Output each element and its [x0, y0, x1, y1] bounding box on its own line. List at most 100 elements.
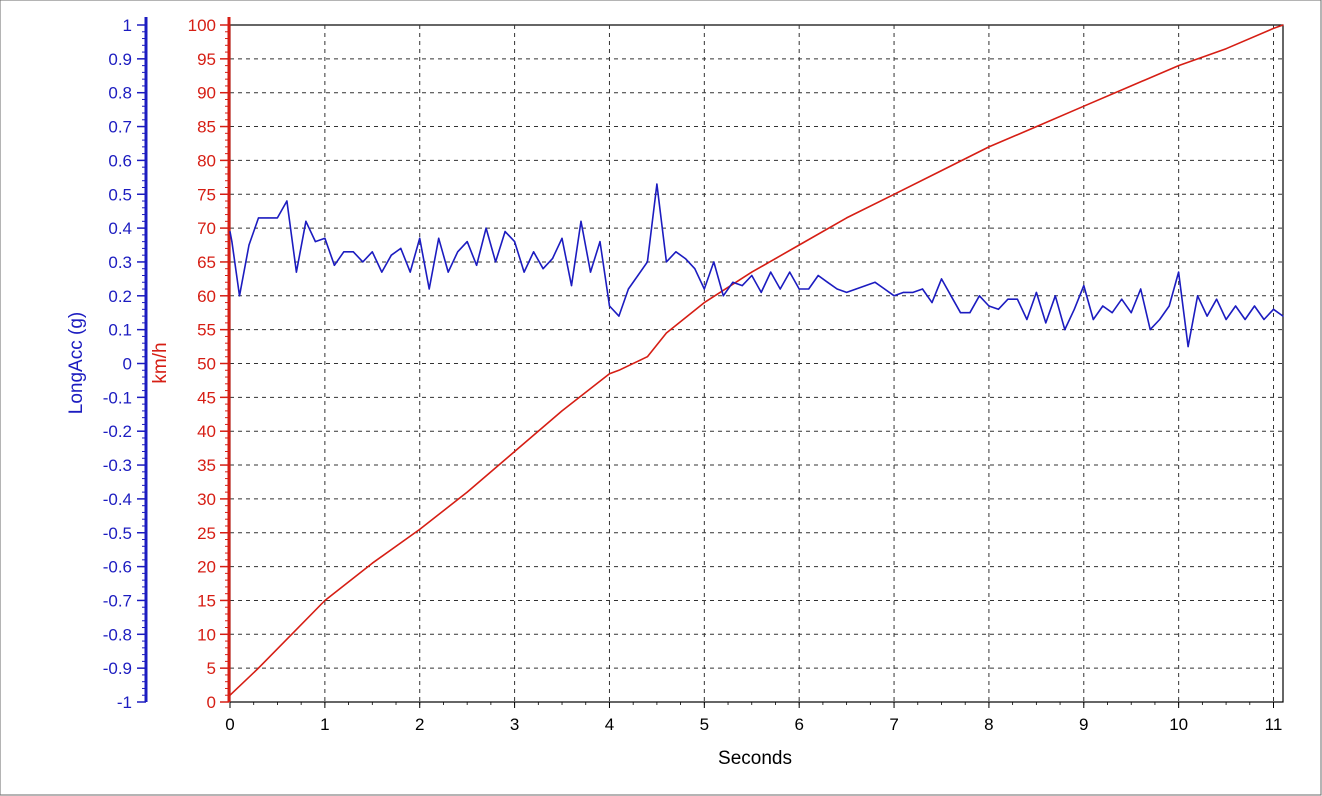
speed-point — [988, 146, 990, 148]
acc-point — [561, 237, 563, 239]
speed-point — [1282, 24, 1284, 26]
acc-point — [1121, 298, 1123, 300]
acc-axis-label: LongAcc (g) — [66, 312, 87, 414]
acc-point — [362, 261, 364, 263]
acc-point — [1064, 329, 1066, 331]
speed-point — [1083, 105, 1085, 107]
acc-point — [684, 257, 686, 260]
acc-point — [286, 200, 288, 202]
acc-tick-label: 0 — [123, 355, 132, 374]
speed-tick-label: 10 — [197, 625, 216, 644]
x-tick-label: 10 — [1169, 715, 1188, 734]
acc-point — [646, 261, 649, 263]
speed-tick-label: 60 — [197, 287, 216, 306]
acc-point — [1054, 295, 1056, 297]
acc-point — [495, 261, 497, 263]
speed-point — [703, 301, 705, 304]
acc-tick-label: -0.7 — [103, 591, 132, 610]
acc-tick-label: 0.4 — [108, 219, 132, 238]
acc-point — [1140, 288, 1142, 290]
speed-point — [257, 667, 260, 669]
speed-point — [846, 217, 848, 219]
speed-tick-label: 55 — [197, 321, 216, 340]
acc-point — [295, 271, 298, 273]
acc-point — [855, 288, 857, 290]
grid-layer — [229, 24, 1284, 703]
acc-point — [1130, 312, 1132, 314]
acc-point — [789, 271, 791, 273]
speed-point — [229, 694, 231, 696]
acc-point — [1263, 318, 1265, 321]
acc-point — [1111, 312, 1113, 314]
speed-tick-label: 50 — [197, 355, 216, 374]
speed-axis-label: km/h — [150, 342, 171, 383]
acc-point — [741, 285, 743, 287]
acc-point — [229, 230, 231, 233]
acc-point — [1083, 285, 1085, 287]
x-tick-label: 8 — [984, 715, 993, 734]
speed-tick-label: 75 — [197, 185, 216, 204]
acc-point — [476, 264, 478, 266]
acc-point — [988, 305, 990, 307]
acc-tick-label: -0.4 — [103, 490, 132, 509]
acc-point — [808, 288, 810, 290]
acc-tick-label: -1 — [117, 693, 132, 712]
acc-point — [703, 288, 705, 290]
speed-tick-label: 40 — [197, 422, 216, 441]
acc-tick-label: 0.3 — [108, 253, 132, 272]
x-tick-label: 4 — [605, 715, 614, 734]
x-tick-label: 1 — [320, 715, 329, 734]
acc-tick-label: -0.1 — [103, 388, 132, 407]
acc-point — [333, 264, 335, 266]
speed-point — [371, 562, 373, 564]
acc-point — [864, 285, 867, 287]
acc-point — [1253, 305, 1256, 307]
speed-point — [324, 599, 326, 602]
acc-point — [950, 295, 952, 297]
speed-tick-label: 30 — [197, 490, 216, 509]
acc-point — [959, 312, 962, 314]
acc-point — [276, 217, 279, 219]
speed-tick-label: 15 — [197, 591, 216, 610]
acc-point — [1215, 298, 1218, 300]
acc-point — [883, 288, 886, 290]
acc-point — [343, 251, 345, 253]
acc-point — [608, 305, 611, 307]
acc-point — [1197, 295, 1199, 297]
acc-point — [589, 271, 592, 273]
acc-point — [978, 295, 981, 297]
speed-tick-label: 90 — [197, 84, 216, 103]
acc-point — [760, 291, 762, 294]
speed-point — [1035, 125, 1037, 128]
acc-point — [542, 268, 544, 270]
acc-point — [798, 288, 800, 290]
acc-point — [1149, 329, 1151, 331]
acc-point — [722, 295, 724, 297]
acc-point — [940, 278, 943, 280]
acc-tick-label: 1 — [123, 16, 132, 35]
acc-point — [1035, 291, 1037, 294]
acc-point — [1244, 318, 1246, 321]
acc-point — [390, 254, 392, 256]
speed-tick-label: 25 — [197, 524, 216, 543]
x-tick-label: 7 — [889, 715, 898, 734]
acc-tick-label: 0.1 — [108, 321, 132, 340]
acc-tick-label: 0.6 — [108, 151, 132, 170]
acc-point — [580, 220, 582, 222]
acc-point — [551, 257, 554, 260]
acc-point — [656, 183, 658, 185]
speed-point — [608, 373, 611, 375]
speed-tick-label: 35 — [197, 456, 216, 475]
acc-point — [969, 312, 971, 314]
acc-point — [532, 251, 535, 253]
speed-point — [751, 271, 753, 273]
series-layer — [229, 24, 1284, 696]
acc-point — [257, 217, 260, 219]
acc-point — [1073, 308, 1075, 310]
acc-tick-label: -0.9 — [103, 659, 132, 678]
acc-tick-label: 0.9 — [108, 50, 132, 69]
acc-point — [874, 281, 876, 283]
speed-tick-label: 20 — [197, 558, 216, 577]
acc-point — [381, 271, 383, 273]
